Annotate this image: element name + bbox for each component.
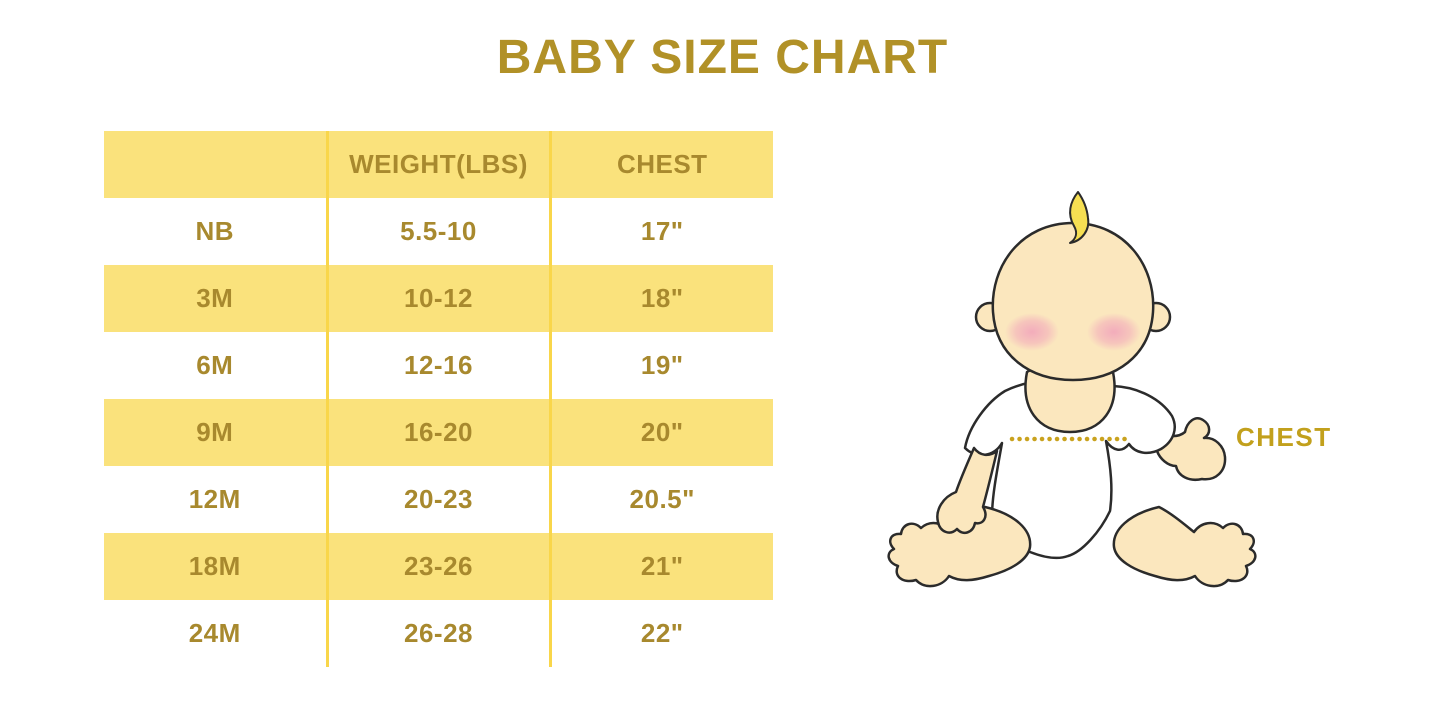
cell-weight: 10-12: [325, 265, 552, 332]
cell-size: 12M: [188, 484, 241, 514]
cell-weight: 5.5-10: [325, 198, 552, 265]
cell-chest: 18": [640, 283, 684, 313]
cell-chest: 20.5": [629, 484, 695, 514]
cell-size: 18M: [188, 551, 241, 581]
baby-left-blush: [1005, 313, 1059, 351]
cell-weight: 23-26: [325, 533, 552, 600]
table-row: NB 5.5-10 17": [104, 198, 773, 265]
baby-left-leg: [887, 505, 1032, 588]
table-row: 6M 12-16 19": [104, 332, 773, 399]
baby-right-leg: [1112, 505, 1257, 588]
baby-left-arm: [936, 446, 999, 535]
table-row: 18M 23-26 21": [104, 533, 773, 600]
cell-weight: 20-23: [325, 466, 552, 533]
cell-weight: 16-20: [325, 399, 552, 466]
cell-size: NB: [195, 216, 235, 246]
header-cell-size: [104, 131, 327, 198]
header-cell-chest: CHEST: [616, 149, 708, 179]
table-row: 3M 10-12 18": [104, 265, 773, 332]
table-header-row: WEIGHT(LBS) CHEST: [104, 131, 773, 198]
baby-head: [991, 221, 1155, 382]
cell-size: 3M: [196, 283, 234, 313]
baby-size-table: WEIGHT(LBS) CHEST NB 5.5-10 17" 3M 10-12…: [104, 131, 773, 667]
baby-drawing: [887, 191, 1257, 588]
cell-chest: 22": [640, 618, 684, 648]
chest-label: CHEST: [1236, 422, 1332, 452]
page-title: BABY SIZE CHART: [496, 31, 949, 84]
cell-weight: 26-28: [325, 600, 552, 667]
baby-hair-tuft: [1069, 191, 1090, 244]
cell-chest: 19": [640, 350, 684, 380]
header-cell-weight: WEIGHT(LBS): [325, 131, 552, 198]
cell-chest: 20": [640, 417, 684, 447]
cell-size: 9M: [196, 417, 234, 447]
table-row: 9M 16-20 20": [104, 399, 773, 466]
table-row: 12M 20-23 20.5": [104, 466, 773, 533]
cell-chest: 21": [640, 551, 684, 581]
cell-chest: 17": [640, 216, 684, 246]
cell-weight: 12-16: [325, 332, 552, 399]
table-row: 24M 26-28 22": [104, 600, 773, 667]
cell-size: 24M: [188, 618, 241, 648]
cell-size: 6M: [196, 350, 234, 380]
baby-shirt: [963, 378, 1176, 560]
baby-right-arm: [1154, 417, 1227, 481]
baby-right-blush: [1087, 313, 1141, 351]
baby-illustration: CHEST: [870, 180, 1350, 620]
